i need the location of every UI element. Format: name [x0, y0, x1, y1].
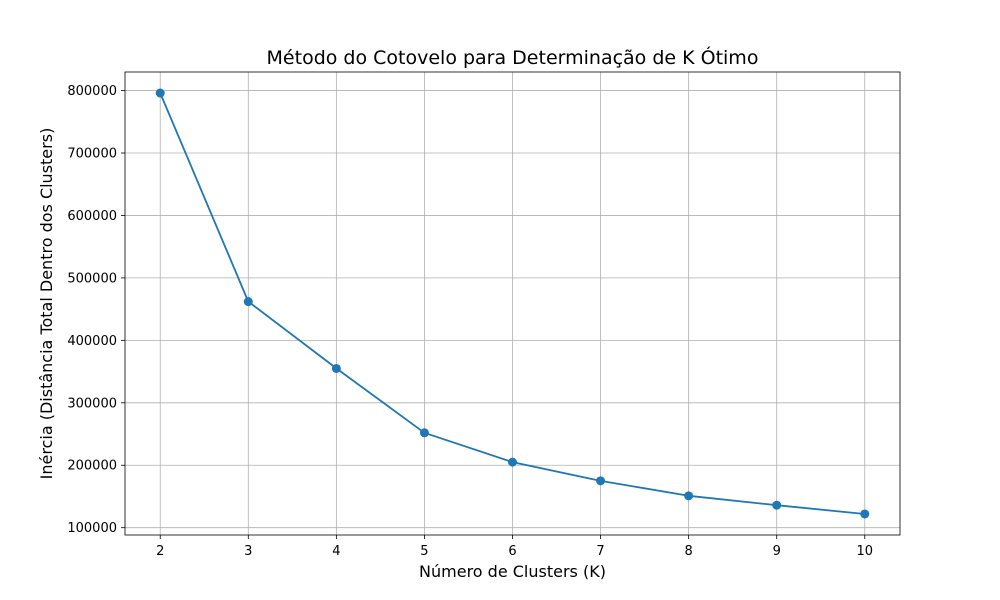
- x-tick-label: 3: [244, 544, 252, 559]
- x-tick-label: 10: [856, 544, 873, 559]
- x-tick-label: 6: [508, 544, 516, 559]
- y-axis-label: Inércia (Distância Total Dentro dos Clus…: [37, 128, 56, 480]
- chart-title: Método do Cotovelo para Determinação de …: [267, 45, 759, 69]
- x-tick-label: 2: [156, 544, 164, 559]
- y-tick-label: 700000: [67, 146, 117, 161]
- data-point: [155, 88, 165, 98]
- x-tick-label: 4: [332, 544, 340, 559]
- x-axis-label: Número de Clusters (K): [419, 562, 606, 581]
- data-point: [419, 428, 429, 438]
- y-tick-label: 600000: [67, 209, 117, 224]
- x-tick-label: 7: [596, 544, 604, 559]
- data-point: [331, 363, 341, 373]
- series-layer: [155, 88, 870, 519]
- data-point: [508, 457, 517, 467]
- x-tick-label: 9: [773, 544, 781, 559]
- data-point: [860, 509, 870, 519]
- y-tick-label: 800000: [67, 84, 117, 99]
- x-tick-label: 8: [684, 544, 692, 559]
- y-tick-label: 400000: [67, 334, 117, 349]
- data-point: [596, 476, 606, 486]
- x-tick-label: 5: [420, 544, 428, 559]
- data-point: [243, 297, 253, 307]
- y-tick-label: 200000: [67, 459, 117, 474]
- y-tick-label: 500000: [67, 271, 117, 286]
- y-tick-label: 100000: [67, 521, 117, 536]
- y-tick-label: 300000: [67, 396, 117, 411]
- grid-layer: [125, 72, 900, 535]
- data-point: [772, 500, 782, 510]
- tick-layer: 2 3 4 5 6 7 8 9 10 100000 200000 300000 400000 500000…: [67, 84, 873, 559]
- data-point: [684, 491, 694, 501]
